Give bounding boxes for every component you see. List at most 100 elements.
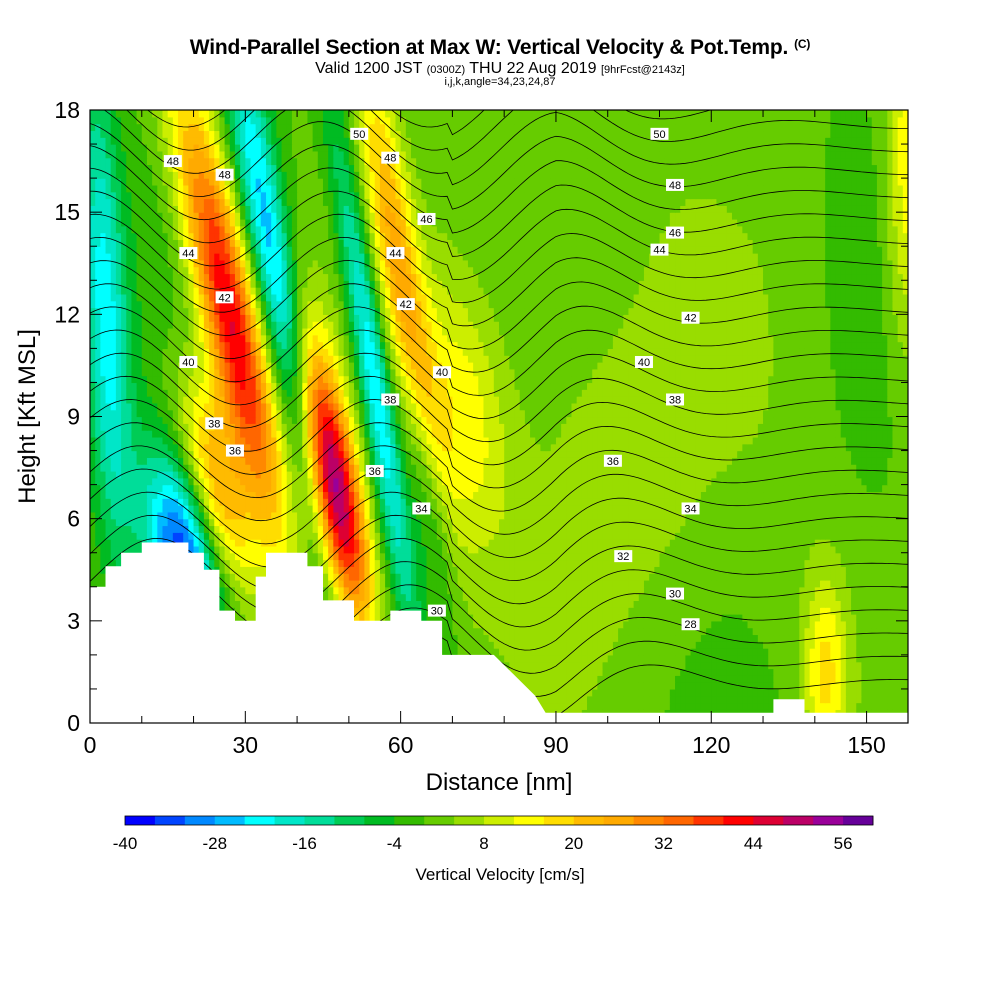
w-cell (731, 525, 738, 533)
w-cell (271, 518, 277, 527)
w-cell (638, 668, 645, 676)
w-cell (462, 579, 469, 588)
w-cell (457, 573, 464, 581)
w-cell (550, 620, 557, 629)
w-cell (747, 661, 754, 670)
w-cell (809, 511, 816, 520)
w-cell (307, 525, 314, 533)
w-cell (587, 695, 593, 704)
w-cell (524, 525, 531, 533)
w-cell (364, 614, 371, 622)
w-cell (467, 505, 474, 513)
w-cell (731, 586, 738, 595)
w-cell (442, 620, 448, 629)
w-cell (354, 600, 360, 608)
w-cell (431, 566, 438, 574)
w-cell (555, 525, 562, 533)
w-cell (711, 579, 718, 588)
w-cell (431, 532, 438, 540)
w-cell (473, 539, 479, 547)
w-cell (447, 505, 454, 513)
w-cell (224, 552, 231, 561)
w-cell (845, 702, 852, 710)
w-cell (478, 586, 485, 595)
w-cell (690, 688, 697, 697)
w-cell (198, 525, 205, 533)
w-cell (410, 579, 417, 588)
w-cell (297, 511, 303, 520)
w-cell (271, 545, 277, 554)
w-cell (115, 559, 122, 567)
w-cell (835, 573, 842, 581)
w-cell (618, 525, 624, 533)
w-cell (882, 600, 888, 608)
w-cell (742, 511, 749, 520)
w-cell (861, 566, 868, 574)
w-cell (726, 668, 733, 676)
w-cell (509, 654, 516, 663)
w-cell (788, 634, 795, 642)
w-cell (638, 695, 645, 704)
w-cell (752, 668, 759, 676)
w-cell (638, 518, 645, 527)
w-cell (638, 539, 645, 547)
w-cell (385, 573, 391, 581)
w-cell (172, 532, 179, 540)
w-cell (695, 566, 702, 574)
w-cell (623, 525, 630, 533)
w-cell (431, 552, 438, 561)
w-cell (400, 525, 407, 533)
w-cell (664, 545, 671, 554)
w-cell (514, 661, 521, 670)
w-cell (618, 620, 624, 629)
w-cell (229, 600, 236, 608)
w-cell (379, 552, 386, 561)
chart-title: Wind-Parallel Section at Max W: Vertical… (0, 36, 1000, 60)
w-cell (405, 586, 412, 595)
w-cell (271, 532, 277, 540)
w-cell (602, 661, 609, 670)
w-cell (473, 532, 479, 540)
w-cell (680, 654, 686, 663)
w-cell (638, 586, 645, 595)
w-cell (721, 552, 728, 561)
w-cell (524, 614, 531, 622)
w-cell (794, 682, 800, 690)
w-cell (535, 688, 542, 697)
w-cell (333, 593, 340, 601)
w-cell (819, 525, 826, 533)
w-cell (794, 675, 800, 683)
w-cell (633, 682, 640, 690)
w-cell (716, 532, 723, 540)
w-cell (452, 532, 459, 540)
w-cell (612, 702, 619, 710)
w-cell (768, 566, 774, 574)
w-cell (530, 675, 536, 683)
w-cell (442, 579, 448, 588)
w-cell (649, 511, 655, 520)
w-cell (473, 586, 479, 595)
w-cell (737, 586, 743, 595)
w-cell (524, 579, 531, 588)
w-cell (519, 614, 526, 622)
w-cell (385, 505, 391, 513)
w-cell (726, 600, 733, 608)
w-cell (638, 634, 645, 642)
w-cell (887, 539, 894, 547)
w-cell (659, 579, 666, 588)
w-cell (95, 552, 101, 561)
w-cell (519, 593, 526, 601)
w-cell (286, 525, 293, 533)
w-cell (250, 600, 257, 608)
w-cell (871, 702, 878, 710)
w-cell (819, 661, 826, 670)
w-cell (794, 559, 800, 567)
w-cell (343, 586, 350, 595)
w-cell (845, 593, 852, 601)
w-cell (115, 552, 122, 561)
w-cell (695, 525, 702, 533)
w-cell (731, 688, 738, 697)
w-cell (354, 552, 360, 561)
w-cell (312, 532, 319, 540)
w-cell (255, 559, 262, 567)
